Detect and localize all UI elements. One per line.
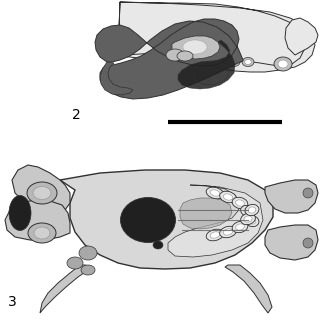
Polygon shape — [180, 198, 232, 229]
Polygon shape — [60, 170, 273, 269]
Polygon shape — [95, 19, 243, 99]
Ellipse shape — [121, 197, 175, 243]
Ellipse shape — [244, 216, 252, 222]
Ellipse shape — [33, 187, 51, 199]
Ellipse shape — [248, 218, 256, 224]
Ellipse shape — [278, 60, 288, 68]
Ellipse shape — [274, 57, 292, 71]
Ellipse shape — [67, 257, 83, 269]
Ellipse shape — [206, 229, 224, 241]
Ellipse shape — [220, 226, 236, 238]
Polygon shape — [265, 225, 318, 260]
Ellipse shape — [232, 221, 248, 233]
Ellipse shape — [244, 208, 252, 214]
Ellipse shape — [183, 40, 207, 54]
Ellipse shape — [171, 53, 185, 62]
Ellipse shape — [236, 200, 244, 206]
Ellipse shape — [200, 55, 212, 65]
Ellipse shape — [220, 191, 236, 203]
Ellipse shape — [79, 246, 97, 260]
Ellipse shape — [228, 58, 240, 67]
Ellipse shape — [27, 182, 57, 204]
Ellipse shape — [236, 224, 244, 230]
Ellipse shape — [217, 59, 223, 63]
Ellipse shape — [174, 56, 182, 60]
Ellipse shape — [9, 196, 31, 230]
Polygon shape — [225, 265, 272, 313]
Ellipse shape — [203, 58, 209, 62]
Ellipse shape — [241, 205, 255, 217]
Ellipse shape — [177, 51, 193, 61]
Ellipse shape — [210, 190, 220, 196]
Ellipse shape — [242, 58, 254, 67]
Text: 2: 2 — [72, 108, 81, 122]
Polygon shape — [172, 36, 220, 59]
Polygon shape — [265, 180, 318, 213]
Polygon shape — [12, 165, 70, 213]
Ellipse shape — [188, 57, 196, 61]
Ellipse shape — [231, 60, 237, 64]
Ellipse shape — [206, 187, 224, 199]
Ellipse shape — [28, 223, 56, 243]
Ellipse shape — [241, 213, 255, 225]
Polygon shape — [118, 2, 315, 72]
Polygon shape — [178, 40, 235, 89]
Polygon shape — [5, 200, 70, 240]
Ellipse shape — [210, 232, 220, 238]
Ellipse shape — [223, 194, 233, 200]
Ellipse shape — [153, 241, 163, 249]
Ellipse shape — [214, 57, 226, 66]
Ellipse shape — [245, 60, 251, 64]
Text: 3: 3 — [8, 295, 17, 309]
Polygon shape — [40, 265, 92, 313]
Ellipse shape — [161, 54, 169, 60]
Ellipse shape — [303, 188, 313, 198]
Ellipse shape — [248, 207, 256, 213]
Polygon shape — [168, 185, 263, 257]
Ellipse shape — [223, 229, 233, 235]
Polygon shape — [285, 18, 318, 55]
Ellipse shape — [245, 215, 259, 227]
Ellipse shape — [166, 49, 184, 61]
Ellipse shape — [232, 197, 248, 209]
Ellipse shape — [81, 265, 95, 275]
Ellipse shape — [303, 238, 313, 248]
Ellipse shape — [185, 54, 199, 63]
Ellipse shape — [34, 227, 50, 239]
Polygon shape — [100, 62, 133, 95]
Ellipse shape — [158, 52, 172, 61]
Ellipse shape — [245, 204, 259, 216]
